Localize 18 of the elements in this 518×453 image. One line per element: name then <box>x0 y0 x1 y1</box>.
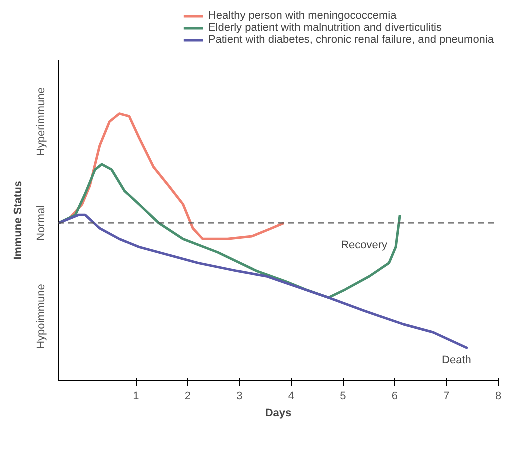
x-tick-label: 4 <box>288 390 295 402</box>
legend-label: Healthy person with meningococcemia <box>208 10 397 22</box>
legend-label: Patient with diabetes, chronic renal failure, and pneumonia <box>208 34 494 46</box>
x-tick-label: 5 <box>340 390 346 402</box>
text: Hypoimmune <box>36 284 48 349</box>
legend-label: Elderly patient with malnutrition and diverticulitis <box>208 22 442 34</box>
x-tick-label: 6 <box>392 390 398 402</box>
text: Normal <box>36 205 48 241</box>
text: Hyperimmune <box>36 88 48 156</box>
x-tick-label: 2 <box>184 390 191 402</box>
x-axis-title: Days <box>265 408 292 420</box>
annotation: Death <box>442 354 472 366</box>
x-tick-label: 7 <box>444 390 450 402</box>
y-axis-title: Immune Status <box>12 181 24 260</box>
annotation: Recovery <box>341 240 388 252</box>
x-tick-label: 3 <box>236 390 243 402</box>
x-tick-label: 8 <box>495 390 502 402</box>
x-tick-label: 1 <box>133 390 140 402</box>
